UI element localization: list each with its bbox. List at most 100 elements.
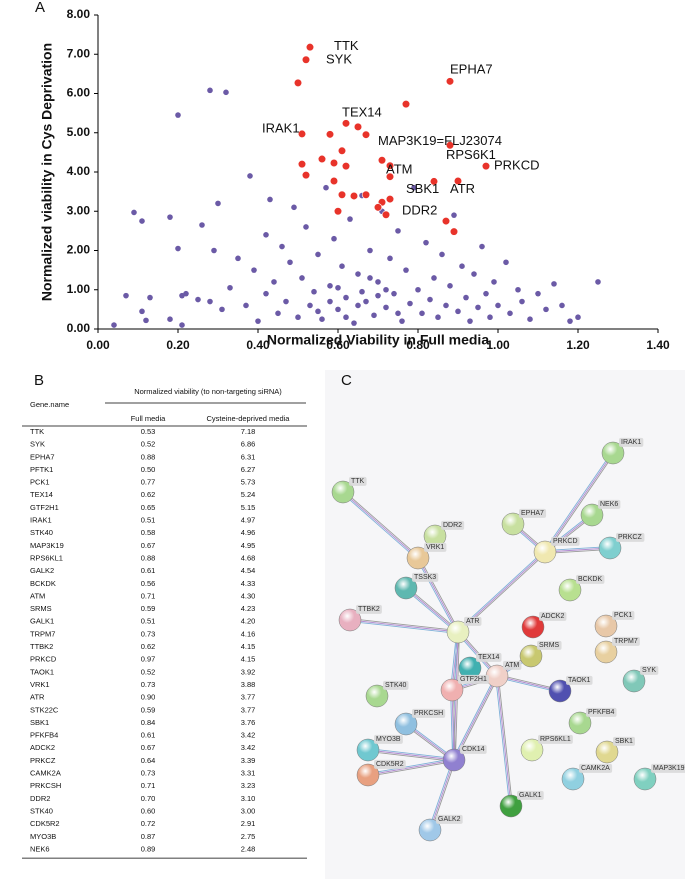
node: GTF2H1 — [440, 674, 489, 702]
data-point — [385, 172, 395, 181]
data-point — [279, 243, 285, 250]
data-point — [315, 251, 321, 258]
table-cell: STK40 — [30, 528, 53, 537]
data-point — [329, 158, 339, 168]
table-cell: IRAK1 — [30, 516, 52, 525]
node-label: MAP3K19 — [653, 765, 685, 772]
table-cell: 3.00 — [241, 806, 256, 815]
data-point — [383, 286, 389, 293]
node-circle — [394, 712, 418, 736]
edge — [452, 675, 497, 760]
data-point — [429, 177, 439, 186]
y-tick-label: 3.00 — [67, 203, 91, 217]
node-label-bg — [374, 759, 406, 769]
annotation: ATR — [450, 181, 475, 196]
table-cell: 3.42 — [241, 743, 256, 752]
node: PCK1 — [594, 610, 635, 638]
table-cell: ADCK2 — [30, 743, 55, 752]
x-tick-label: 0.00 — [86, 338, 110, 352]
node: TEX14 — [458, 652, 502, 680]
data-point — [535, 290, 541, 297]
edge — [495, 676, 511, 807]
data-point — [301, 55, 311, 64]
node: IRAK1 — [601, 437, 644, 465]
table-cell: MYO3B — [30, 832, 56, 841]
data-point — [307, 302, 313, 309]
table-cell: 0.73 — [141, 769, 156, 778]
data-point — [401, 99, 411, 109]
node-label: PRKCD — [553, 538, 578, 545]
x-axis-title: Normalized Viability in Full media — [267, 332, 489, 348]
table-cell: NEK6 — [30, 844, 50, 853]
data-point — [349, 191, 359, 201]
table-cell: 0.52 — [141, 667, 156, 676]
annotation: TEX14 — [342, 105, 382, 120]
node-label: TEX14 — [478, 654, 500, 661]
node-label: IRAK1 — [621, 439, 641, 446]
node-label: CDK14 — [462, 746, 485, 753]
data-point — [435, 314, 441, 321]
node-label-bg — [356, 604, 382, 614]
node-label-bg — [619, 437, 644, 447]
data-point — [407, 300, 413, 307]
node-circle — [548, 679, 572, 703]
edge — [416, 558, 458, 633]
table-cell: CDK5R2 — [30, 819, 60, 828]
x-tick-label: 1.20 — [566, 338, 590, 352]
table-cell: 0.59 — [141, 705, 156, 714]
node-label-bg — [576, 574, 605, 584]
node: TAOK1 — [548, 675, 593, 703]
data-point — [355, 271, 361, 277]
node-circle — [365, 684, 389, 708]
table-cell: 0.71 — [141, 591, 156, 600]
table-cell: 4.15 — [241, 642, 256, 651]
annotation: DDR2 — [402, 203, 437, 218]
table-cell: 5.73 — [241, 478, 256, 487]
data-point — [453, 176, 463, 186]
table-cell: 7.18 — [241, 427, 256, 436]
table-cell: 0.59 — [141, 604, 156, 613]
edge — [545, 453, 615, 554]
table-cell: GALK1 — [30, 617, 54, 626]
table-cell: TRPM7 — [30, 629, 55, 638]
table-cell: 0.64 — [141, 756, 156, 765]
data-point — [131, 209, 137, 216]
node: SRMS — [519, 640, 562, 668]
node-circle — [561, 767, 585, 791]
table-cell: CAMK2A — [30, 769, 61, 778]
table-cell: 0.51 — [141, 516, 156, 525]
table-cell: 3.77 — [241, 705, 256, 714]
table-cell: 0.58 — [141, 528, 156, 537]
table-cell: PCK1 — [30, 478, 50, 487]
data-point — [341, 162, 351, 171]
data-point — [327, 298, 333, 305]
y-tick-label: 0.00 — [67, 321, 91, 335]
node: STK40 — [365, 680, 409, 708]
data-point — [147, 294, 153, 301]
data-point — [361, 190, 371, 199]
table-cell: 0.97 — [141, 655, 156, 664]
annotation: PRKCD — [494, 158, 540, 173]
table-cell: 0.72 — [141, 819, 156, 828]
edge — [406, 586, 460, 632]
edge — [544, 452, 614, 553]
y-axis-title: Normalized viability in Cys Deprivation — [39, 43, 55, 301]
data-point — [395, 310, 401, 317]
data-point — [267, 196, 273, 203]
panel-label: B — [34, 372, 44, 389]
data-point — [339, 263, 345, 270]
data-point — [441, 216, 451, 226]
node-label-bg — [464, 616, 482, 626]
data-point — [375, 279, 381, 285]
data-point — [507, 310, 513, 317]
edge — [496, 675, 512, 807]
data-point — [235, 255, 241, 262]
edge — [405, 587, 459, 633]
data-point — [195, 296, 201, 303]
annotation: SYK — [326, 52, 352, 67]
node-label: ATM — [505, 662, 519, 669]
data-point — [373, 203, 383, 212]
table-cell: 3.92 — [241, 667, 256, 676]
edge — [430, 760, 456, 831]
